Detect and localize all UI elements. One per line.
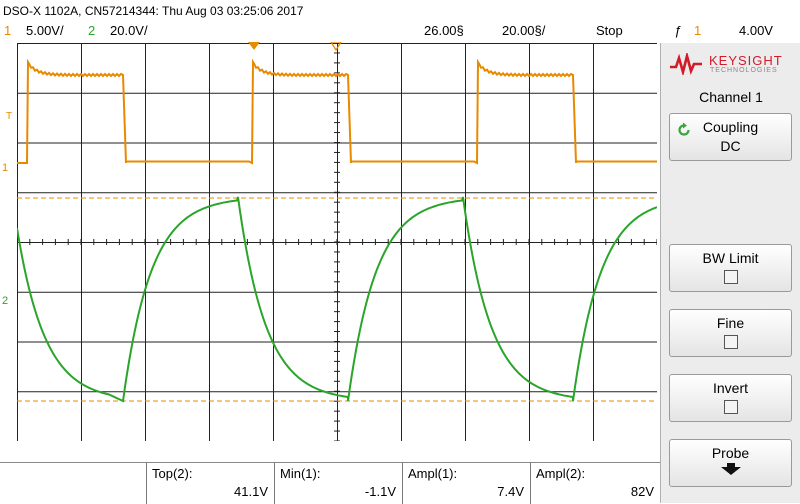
coupling-softkey[interactable]: Coupling DC [669,113,792,161]
measurement-top-ch2[interactable]: Top(2): 41.1V [146,463,274,504]
measurement-bar: Top(2): 41.1V Min(1): -1.1V Ampl(1): 7.4… [0,462,660,504]
ch1-scale[interactable]: 5.00V/ [26,23,64,38]
coupling-value: DC [720,138,741,154]
trigger-level[interactable]: 4.00V [739,23,773,38]
brand-name: KEYSIGHT [709,53,783,68]
brand-subtitle: TECHNOLOGIES [710,67,778,74]
time-reference-marker [330,42,342,52]
measurement-label: Ampl(1): [408,466,458,481]
measurement-ampl-ch2[interactable]: Ampl(2): 82V [530,463,660,504]
measurement-min-ch1[interactable]: Min(1): -1.1V [274,463,402,504]
keysight-wave-icon [670,53,702,75]
run-state[interactable]: Stop [596,23,623,38]
probe-label: Probe [711,445,750,461]
measurement-value: 82V [630,484,654,499]
status-bar: 1 5.00V/ 2 20.0V/ 26.00§ 20.00§/ Stop [0,20,660,42]
measurement-label: Top(2): [152,466,193,481]
fine-label: Fine [716,315,745,331]
title-bar: DSO-X 1102A, CN57214344: Thu Aug 03 03:2… [0,0,800,20]
bw-limit-checkbox[interactable] [723,270,738,284]
submenu-arrow-down-icon [720,463,741,475]
measurement-value: -1.1V [364,484,396,499]
ch2-waveform [17,196,657,403]
trigger-position-marker[interactable] [246,42,262,52]
coupling-label: Coupling [702,119,759,135]
trigger-channel: 1 [694,23,702,38]
measurement-label: Ampl(2): [536,466,586,481]
measurement-ampl-ch1[interactable]: Ampl(1): 7.4V [402,463,530,504]
trigger-edge-icon: ƒ [674,23,682,38]
fine-checkbox[interactable] [723,335,738,349]
graticule-grid [17,43,657,441]
ch1-ground-marker[interactable]: 1 [2,162,9,174]
invert-checkbox[interactable] [723,400,738,414]
measurement-value: 41.1V [234,484,268,499]
measurement-label: Min(1): [280,466,321,481]
fine-softkey[interactable]: Fine [669,309,792,357]
invert-label: Invert [712,380,748,396]
keysight-logo: KEYSIGHT TECHNOLOGIES [669,51,793,77]
bw-limit-softkey[interactable]: BW Limit [669,244,792,292]
ch2-scale[interactable]: 20.0V/ [110,23,148,38]
time-position[interactable]: 26.00§ [424,23,464,38]
trigger-level-marker[interactable]: T [6,111,13,122]
bw-limit-label: BW Limit [702,250,759,266]
invert-softkey[interactable]: Invert [669,374,792,422]
waveform-display[interactable] [17,43,657,441]
menu-title: Channel 1 [699,89,763,105]
ch2-ground-marker[interactable]: 2 [2,295,9,307]
measurement-value: 7.4V [497,484,524,499]
ch1-number: 1 [4,23,12,38]
ch2-number: 2 [88,23,96,38]
instrument-title: DSO-X 1102A, CN57214344: Thu Aug 03 03:2… [3,4,304,18]
probe-softkey[interactable]: Probe [669,439,792,487]
time-scale[interactable]: 20.00§/ [502,23,546,38]
ch1-waveform [17,58,657,165]
rotate-knob-icon [678,122,690,136]
softkey-panel: KEYSIGHT TECHNOLOGIES Channel 1 Coupling… [660,43,800,503]
